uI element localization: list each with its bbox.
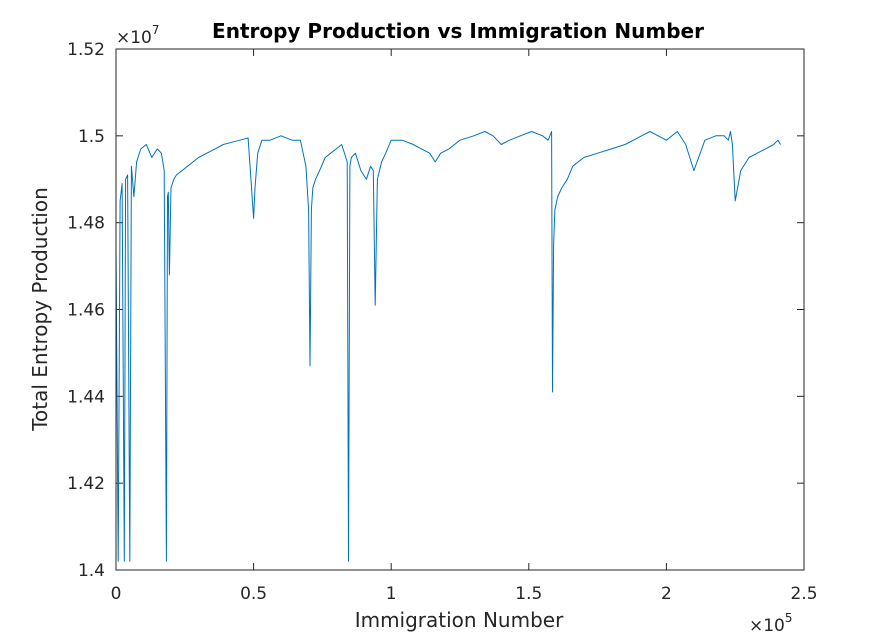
x-multiplier-base: ×10 xyxy=(749,616,785,636)
y-tick-label: 1.4 xyxy=(78,561,105,581)
y-tick-label: 1.46 xyxy=(67,301,105,321)
axes-box xyxy=(115,48,805,571)
y-multiplier-exponent: 7 xyxy=(152,23,160,37)
y-axis-ticks: 1.4 1.42 1.44 1.46 1.48 1.5 1.52 xyxy=(67,40,804,581)
y-tick-label: 1.52 xyxy=(67,40,105,60)
x-axis-label: Immigration Number xyxy=(355,608,564,632)
plot-area xyxy=(115,131,782,562)
y-multiplier-base: ×10 xyxy=(116,28,152,48)
x-tick-label: 2 xyxy=(661,584,672,604)
y-tick-label: 1.48 xyxy=(67,214,105,234)
x-axis-ticks: 0 0.5 1 1.5 2 2.5 xyxy=(111,49,818,604)
chart-title: Entropy Production vs Immigration Number xyxy=(212,19,704,43)
y-axis-multiplier: ×107 xyxy=(116,23,160,48)
y-tick-label: 1.44 xyxy=(67,387,105,407)
y-tick-label: 1.5 xyxy=(78,127,105,147)
x-tick-label: 2.5 xyxy=(790,584,817,604)
y-tick-label: 1.42 xyxy=(67,474,105,494)
x-axis-multiplier: ×105 xyxy=(749,611,793,636)
series-line xyxy=(115,131,782,562)
x-tick-label: 1.5 xyxy=(515,584,542,604)
x-tick-label: 0.5 xyxy=(240,584,267,604)
x-multiplier-exponent: 5 xyxy=(785,611,793,625)
x-tick-label: 0 xyxy=(111,584,122,604)
y-axis-label: Total Entropy Production xyxy=(28,187,52,432)
x-tick-label: 1 xyxy=(386,584,397,604)
